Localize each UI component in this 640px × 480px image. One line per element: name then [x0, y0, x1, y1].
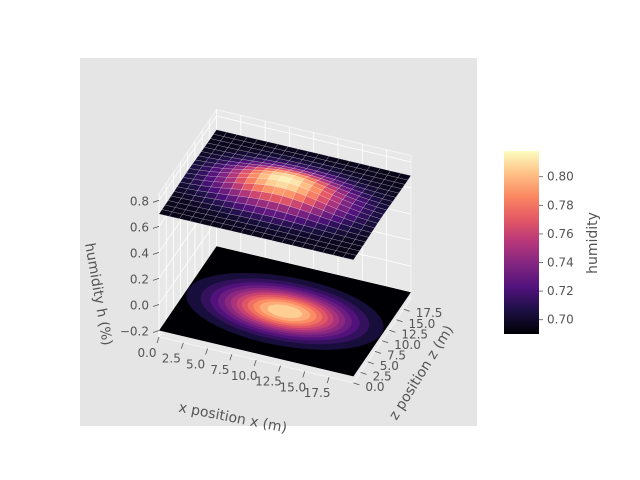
y-tick-mark — [152, 199, 160, 203]
z-tick-mark — [360, 371, 367, 375]
y-tick-mark — [152, 330, 160, 333]
x-tick-mark — [180, 342, 184, 349]
y-tick-label: 0.0 — [130, 298, 149, 312]
z-tick-label: 0.0 — [365, 380, 384, 394]
z-tick-label: 2.5 — [373, 369, 392, 383]
y-tick-mark — [152, 225, 160, 229]
z-tick-label: 5.0 — [380, 359, 399, 373]
humidity-surface — [158, 129, 412, 261]
colorbar-tick-label: 0.72 — [547, 284, 574, 298]
surface-cell — [385, 190, 400, 198]
colorbar-ticks: 0.70 0.72 0.74 0.76 0.78 0.80 — [539, 170, 574, 327]
x-tick-mark — [302, 371, 306, 378]
surface-cell — [345, 248, 360, 256]
surface-cell — [360, 224, 375, 233]
x-tick-label: 7.5 — [210, 363, 229, 377]
z-tick-label: 15.0 — [409, 317, 436, 331]
surface-cell — [348, 243, 363, 252]
gridline — [158, 115, 411, 201]
z-tick-mark — [396, 319, 403, 323]
z-tick-mark — [353, 382, 360, 386]
x-tick-label: 17.5 — [304, 386, 331, 400]
z-axis-ticks: 0.02.55.07.510.012.515.017.5 — [353, 306, 442, 394]
colorbar-tick-label: 0.70 — [547, 313, 574, 327]
y-tick-mark — [152, 304, 160, 307]
z-tick-label: 10.0 — [394, 338, 421, 352]
y-tick-label: 0.8 — [130, 194, 149, 208]
x-tick-mark — [205, 348, 208, 355]
x-tick-mark — [326, 377, 330, 384]
y-tick-label: 0.4 — [130, 246, 149, 260]
x-tick-label: 5.0 — [186, 357, 205, 371]
x-tick-mark — [253, 359, 257, 367]
colorbar-label: humidity — [585, 212, 601, 274]
colorbar-tick-label: 0.74 — [547, 256, 574, 270]
z-tick-mark — [389, 329, 396, 333]
surface-cell — [391, 181, 406, 190]
surface-cell — [342, 252, 357, 261]
surface-cell — [376, 202, 391, 211]
colorbar — [504, 151, 539, 334]
z-tick-mark — [403, 308, 410, 312]
y-tick-label: 0.6 — [130, 220, 149, 234]
x-tick-mark — [156, 336, 160, 344]
surface-cell — [366, 215, 382, 224]
contour-level — [267, 304, 303, 319]
x-tick-label: 10.0 — [231, 369, 258, 383]
y-axis-ticks: −0.2 0.0 0.2 0.4 0.6 0.8 — [120, 194, 160, 338]
surface-cell — [394, 177, 409, 185]
y-tick-mark — [152, 278, 160, 281]
surface-cell — [357, 229, 372, 238]
x-axis-ticks: 0.0 2.5 5.0 7.5 10.012.515.017.5 — [137, 336, 331, 400]
colorbar-tick-label: 0.76 — [547, 227, 574, 241]
x-tick-mark — [278, 365, 281, 372]
colorbar-tick-label: 0.78 — [547, 198, 574, 212]
x-tick-label: 2.5 — [162, 352, 181, 366]
x-tick-label: 15.0 — [279, 380, 306, 394]
y-tick-label: 0.2 — [130, 272, 149, 286]
projected-contour — [159, 246, 411, 377]
z-tick-mark — [374, 350, 382, 354]
z-tick-mark — [382, 340, 389, 344]
z-tick-label: 17.5 — [416, 306, 443, 320]
z-tick-mark — [367, 361, 374, 365]
surface-cell — [382, 194, 397, 202]
y-tick-label: −0.2 — [120, 324, 149, 338]
y-tick-mark — [152, 252, 160, 255]
colorbar-tick-label: 0.80 — [547, 170, 574, 184]
z-tick-label: 12.5 — [401, 327, 428, 341]
x-tick-label: 12.5 — [255, 375, 282, 389]
x-tick-label: 0.0 — [137, 346, 156, 360]
z-tick-label: 7.5 — [387, 348, 406, 362]
x-tick-mark — [229, 354, 233, 361]
